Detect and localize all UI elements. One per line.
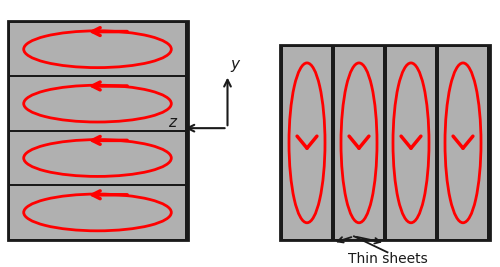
Bar <box>439 47 487 239</box>
Bar <box>283 47 331 239</box>
Bar <box>10 186 184 239</box>
Bar <box>10 132 184 184</box>
Bar <box>8 21 188 240</box>
Bar <box>387 47 435 239</box>
Bar <box>280 45 490 240</box>
Bar <box>10 77 184 130</box>
Text: z: z <box>168 115 176 130</box>
Text: Thin sheets: Thin sheets <box>348 252 428 266</box>
Text: y: y <box>230 57 239 72</box>
Bar <box>10 23 184 76</box>
Bar <box>335 47 383 239</box>
